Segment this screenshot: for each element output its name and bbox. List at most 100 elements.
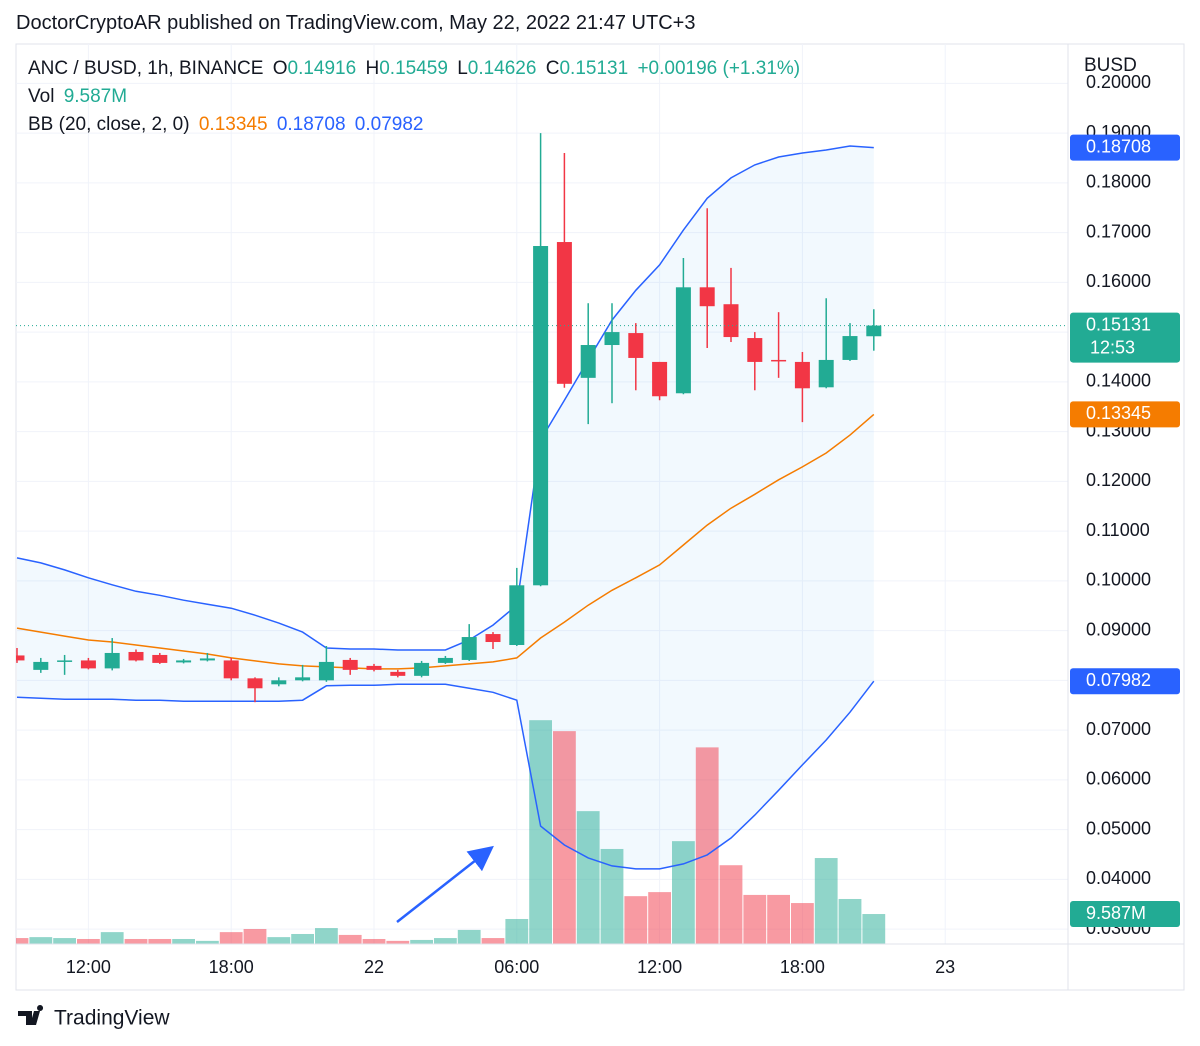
ohlc-letter: H <box>365 58 380 79</box>
volume-bar <box>767 894 790 944</box>
candle-body <box>485 634 501 643</box>
candle-body <box>866 325 882 337</box>
bb-upper-tag: 0.18708 <box>1086 136 1151 156</box>
volume-bar <box>362 938 386 944</box>
symbol-legend: ANC / BUSD, 1h, BINANCE O0.14916 H0.1545… <box>28 58 804 80</box>
candle-body <box>794 361 810 389</box>
candle-body <box>128 651 144 661</box>
y-tick-label: 0.09000 <box>1086 619 1151 639</box>
candle-body <box>176 660 192 663</box>
ohlc-value: 0.15459 <box>379 58 448 79</box>
ohlc-value: 0.14916 <box>287 58 357 79</box>
grid <box>16 44 1068 944</box>
candle-body <box>199 658 215 661</box>
volume-bar <box>100 932 124 944</box>
x-tick-label: 12:00 <box>637 957 682 977</box>
candle-body <box>699 287 715 307</box>
volume-bar <box>505 918 529 944</box>
volume-legend: Vol 9.587M <box>28 86 131 108</box>
candle-body <box>247 678 263 689</box>
candle-body <box>414 662 430 676</box>
bb-upper-value: 0.18708 <box>276 114 346 135</box>
publish-title: DoctorCryptoAR published on TradingView.… <box>16 12 696 34</box>
candle-body <box>437 657 453 663</box>
bb-band-fill <box>17 146 874 869</box>
indicator-title: BB (20, close, 2, 0) <box>28 114 190 135</box>
volume-bar <box>576 811 600 944</box>
chart-frame <box>15 43 1185 991</box>
last-price-tag-box <box>1070 312 1180 363</box>
symbol: ANC / BUSD, 1h, BINANCE <box>28 58 264 79</box>
y-tick-label: 0.04000 <box>1086 868 1151 888</box>
volume-bar <box>600 848 624 944</box>
volume-bar <box>695 747 719 944</box>
volume-bar <box>553 731 576 944</box>
volume-bar <box>648 892 671 944</box>
candle-body <box>723 304 739 338</box>
ohlc-letter: L <box>457 58 468 79</box>
y-tick-label: 0.06000 <box>1086 769 1151 789</box>
indicator-legend: BB (20, close, 2, 0) 0.13345 0.18708 0.0… <box>28 114 427 136</box>
axes: 0.200000.190000.180000.170000.160000.150… <box>66 72 1180 977</box>
volume-bar <box>814 858 838 944</box>
volume-bar <box>53 938 76 944</box>
candle-body <box>842 336 858 360</box>
volume-bar <box>719 865 743 944</box>
volume-bar <box>338 934 362 944</box>
candle-body <box>295 677 311 681</box>
ohlc-letter: O <box>272 58 288 79</box>
ohlc-value: 0.15131 <box>559 58 629 79</box>
candle-body <box>771 359 787 362</box>
y-tick-label: 0.10000 <box>1086 570 1151 590</box>
bb-upper-line <box>16 145 874 651</box>
candle-body <box>390 671 406 676</box>
y-tick-label: 0.11000 <box>1086 520 1150 540</box>
bb-lower-tag: 0.07982 <box>1086 670 1151 690</box>
bb-lower-line <box>16 680 875 870</box>
candle-body <box>16 655 25 661</box>
volume-bar <box>410 939 433 944</box>
volume-bar <box>219 932 243 944</box>
last-price-tag-countdown: 12:53 <box>1090 337 1135 357</box>
y-tick-label: 0.20000 <box>1086 72 1151 92</box>
candle-body <box>509 585 525 646</box>
candle-body <box>366 665 382 670</box>
candle-body <box>461 637 477 660</box>
volume-bar <box>16 938 29 944</box>
volume-bar <box>862 914 886 944</box>
price-unit: BUSD <box>1084 55 1137 76</box>
candle-body <box>818 359 834 388</box>
volume-bar <box>267 937 291 944</box>
y-tick-label: 0.14000 <box>1086 371 1151 391</box>
ohlc-value: 0.14626 <box>467 58 537 79</box>
candle-body <box>223 660 239 679</box>
volume-bar <box>529 720 552 944</box>
bb-basis-tag: 0.13345 <box>1086 403 1151 423</box>
volume-title: Vol <box>28 86 55 107</box>
x-tick-label: 18:00 <box>780 957 825 977</box>
bb-lower-tag-box <box>1070 668 1180 695</box>
x-tick-label: 23 <box>935 957 955 977</box>
annotation-arrow <box>396 845 494 923</box>
candle-body <box>33 661 49 670</box>
bb-upper-tag-box <box>1070 134 1180 161</box>
plot-area <box>16 133 1068 944</box>
candle-body <box>675 287 691 394</box>
volume-bar <box>791 903 814 944</box>
volume-bar <box>624 896 648 944</box>
bb-basis-value: 0.13345 <box>198 114 268 135</box>
x-tick-label: 12:00 <box>66 957 111 977</box>
candle-body <box>271 680 287 685</box>
candle-body <box>80 660 96 669</box>
candle-body <box>556 242 572 384</box>
volume-bar <box>77 938 100 944</box>
volume-bar <box>386 940 410 944</box>
volume-bar <box>124 938 148 944</box>
volume-bar <box>672 841 695 944</box>
volume-bar <box>481 938 505 944</box>
candle-body <box>342 659 358 670</box>
x-tick-label: 06:00 <box>494 957 539 977</box>
bb-basis-line <box>16 413 875 670</box>
